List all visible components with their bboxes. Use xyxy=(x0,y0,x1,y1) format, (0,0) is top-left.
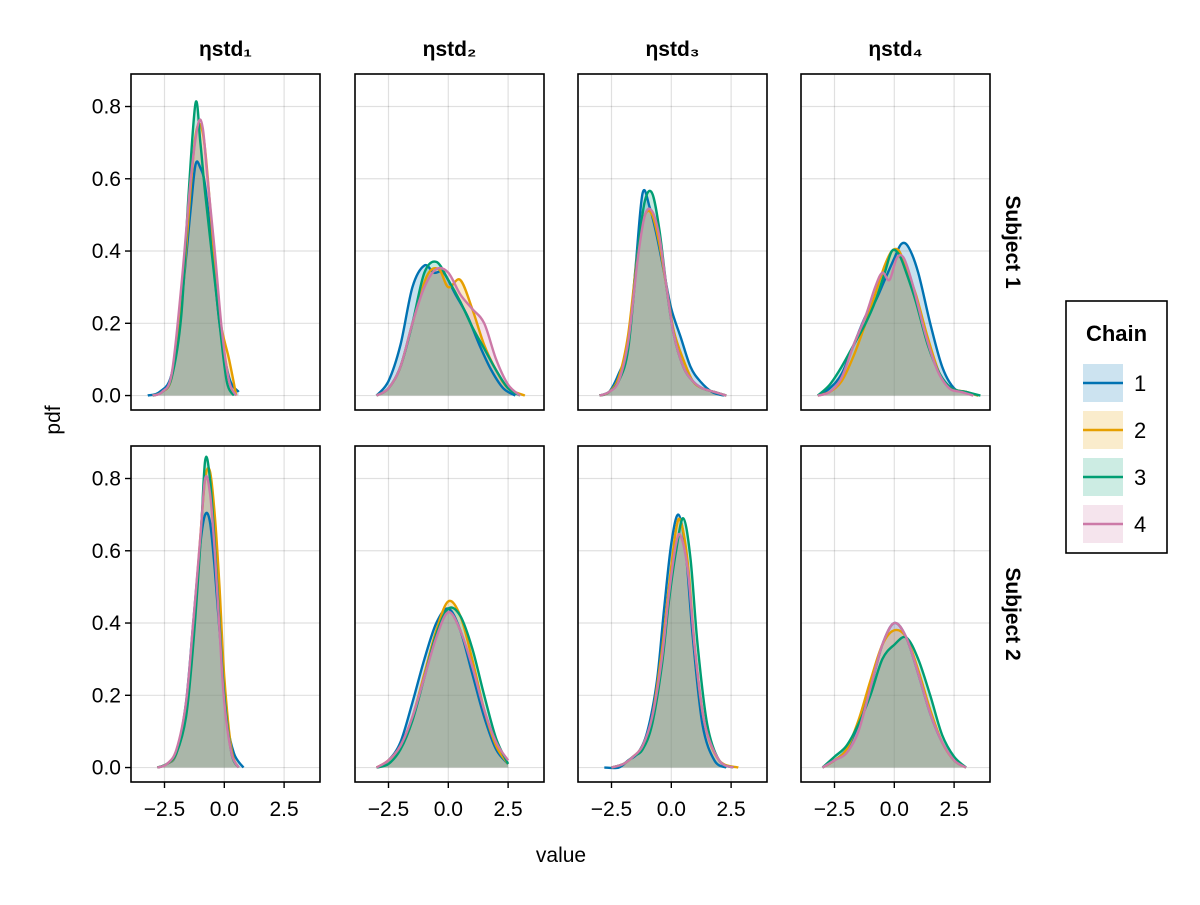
row-label: Subject 1 xyxy=(1001,195,1024,289)
y-tick-label: 0.6 xyxy=(92,540,121,563)
panel-frame xyxy=(577,445,768,783)
y-tick-label: 0.6 xyxy=(92,168,121,191)
density-fill-chain-3 xyxy=(152,101,234,396)
y-tick-label: 0.8 xyxy=(92,96,121,119)
density-fill-chain-2 xyxy=(599,210,727,396)
panel-frame xyxy=(130,445,321,783)
density-line-chain-4 xyxy=(599,207,727,397)
y-tick-label: 0.0 xyxy=(92,385,121,408)
y-tick-label: 0.2 xyxy=(92,312,121,335)
column-title: ηstd₄ xyxy=(868,38,922,61)
density-fill-chain-3 xyxy=(611,518,734,768)
density-fill-chain-4 xyxy=(157,476,239,768)
density-fill-chain-1 xyxy=(376,265,516,396)
density-fill-chain-1 xyxy=(147,161,239,396)
density-line-chain-3 xyxy=(821,635,967,769)
legend-label: 2 xyxy=(1134,418,1146,443)
x-tick-label: 0.0 xyxy=(657,798,686,821)
density-line-chain-3 xyxy=(376,606,510,769)
panel-frame xyxy=(354,73,545,411)
x-tick-label: 2.5 xyxy=(494,798,523,821)
density-line-chain-4 xyxy=(375,610,510,769)
x-axis-label: value xyxy=(536,844,586,867)
legend-entry-4: 4 xyxy=(1083,505,1146,543)
y-tick-label: 0.4 xyxy=(92,240,122,263)
legend-title: Chain xyxy=(1086,321,1147,346)
density-fill-chain-4 xyxy=(152,119,237,396)
density-line-chain-4 xyxy=(375,266,521,397)
density-fill-chain-2 xyxy=(152,123,237,396)
x-tick-label: 2.5 xyxy=(940,798,969,821)
density-fill-chain-4 xyxy=(817,255,974,396)
legend-entry-1: 1 xyxy=(1083,364,1146,402)
column-title: ηstd₁ xyxy=(199,38,252,61)
panel-r1-c2 xyxy=(354,73,545,411)
panel-frame xyxy=(354,445,545,783)
density-fill-chain-4 xyxy=(611,533,734,768)
column-title: ηstd₂ xyxy=(423,38,477,61)
density-fill-chain-3 xyxy=(376,261,521,396)
density-fill-chain-2 xyxy=(157,468,239,768)
legend-label: 3 xyxy=(1134,465,1146,490)
panel-frame xyxy=(577,73,768,411)
density-fill-chain-3 xyxy=(157,456,239,768)
panel-r2-c4: −2.5 0.0 2.5 xyxy=(800,445,991,821)
x-tick-label: −2.5 xyxy=(814,798,855,821)
legend-box xyxy=(1065,300,1168,554)
x-tick-label: −2.5 xyxy=(368,798,409,821)
x-tick-label: 0.0 xyxy=(210,798,239,821)
density-line-chain-4 xyxy=(821,621,967,769)
density-fill-chain-3 xyxy=(817,249,981,396)
y-tick-label: 0.0 xyxy=(92,757,121,780)
density-fill-chain-3 xyxy=(376,607,509,768)
panel-r1-c4 xyxy=(800,73,991,411)
density-fill-chain-2 xyxy=(611,518,739,768)
density-fill-chain-3 xyxy=(599,190,727,396)
x-tick-label: 0.0 xyxy=(880,798,909,821)
legend-entry-3: 3 xyxy=(1083,458,1146,496)
density-line-chain-4 xyxy=(156,474,240,769)
x-tick-label: 0.0 xyxy=(434,798,463,821)
row-label: Subject 2 xyxy=(1001,567,1024,660)
column-title: ηstd₃ xyxy=(645,38,699,61)
density-fill-chain-4 xyxy=(376,268,521,396)
density-fill-chain-4 xyxy=(376,612,509,768)
x-tick-label: 2.5 xyxy=(270,798,299,821)
panels-layer: 0.0 0.2 0.4 0.6 0.8 0.0 0.2 0.4 0.6 0.8 −2.5 0.0 2.5… xyxy=(92,73,991,821)
x-tick-label: −2.5 xyxy=(144,798,185,821)
panel-frame xyxy=(800,445,991,783)
density-fill-chain-4 xyxy=(822,622,967,768)
panel-frame xyxy=(800,73,991,411)
panel-r1-c1: 0.0 0.2 0.4 0.6 0.8 xyxy=(92,73,321,411)
y-tick-label: 0.4 xyxy=(92,612,122,635)
legend: Chain 1 2 3 4 xyxy=(1065,300,1168,554)
panel-frame xyxy=(130,73,321,411)
labels-layer: pdf value ηstd₁ ηstd₂ ηstd₃ ηstd₄ Subject 1 S… xyxy=(42,38,1024,867)
density-fill-chain-4 xyxy=(599,208,727,396)
legend-label: 4 xyxy=(1134,512,1146,537)
panel-r2-c1: 0.0 0.2 0.4 0.6 0.8 −2.5 0.0 2.5 xyxy=(92,445,321,821)
y-tick-label: 0.2 xyxy=(92,684,121,707)
density-fill-chain-1 xyxy=(157,512,244,768)
y-axis-label: pdf xyxy=(42,405,65,434)
panel-r2-c3: −2.5 0.0 2.5 xyxy=(577,445,768,821)
panel-r1-c3 xyxy=(577,73,768,411)
y-tick-label: 0.8 xyxy=(92,468,121,491)
density-line-chain-4 xyxy=(817,253,974,397)
density-line-chain-4 xyxy=(152,118,238,397)
density-fill-chain-1 xyxy=(599,190,724,396)
x-tick-label: 2.5 xyxy=(717,798,746,821)
density-line-chain-4 xyxy=(611,532,735,769)
panel-r2-c2: −2.5 0.0 2.5 xyxy=(354,445,545,821)
density-fill-chain-2 xyxy=(817,248,979,396)
density-fill-chain-3 xyxy=(822,636,967,768)
legend-entry-2: 2 xyxy=(1083,411,1146,449)
legend-label: 1 xyxy=(1134,371,1146,396)
x-tick-label: −2.5 xyxy=(591,798,632,821)
